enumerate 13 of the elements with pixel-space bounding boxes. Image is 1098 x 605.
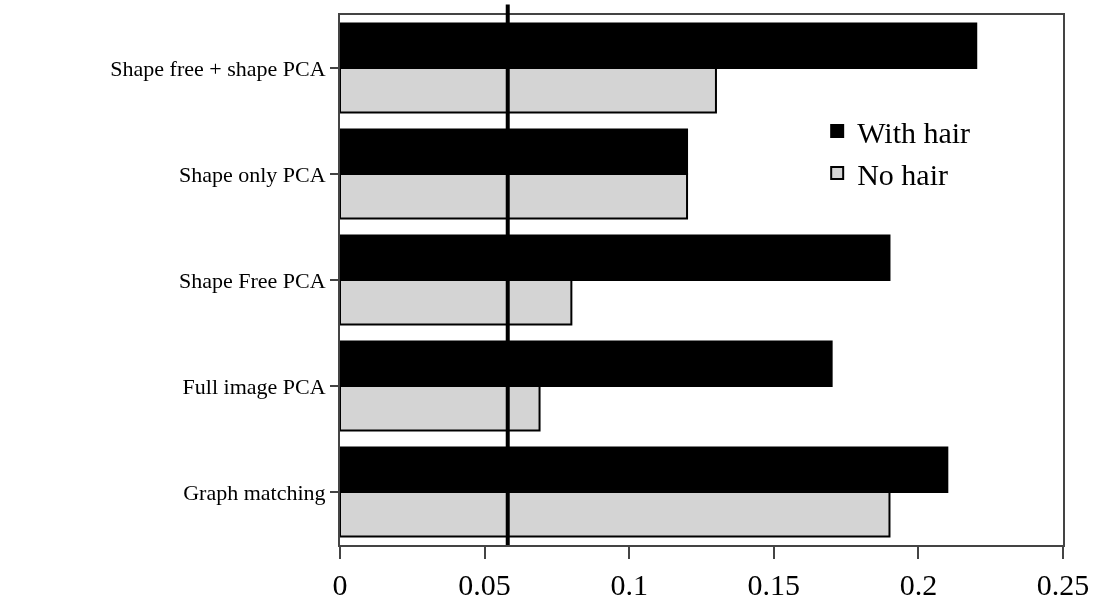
y-tick-label: Shape free + shape PCA	[110, 55, 326, 81]
y-tick-label: Graph matching	[183, 479, 326, 505]
x-tick-label: 0.1	[610, 568, 648, 601]
x-tick-label: 0.15	[747, 568, 801, 601]
x-tick-label: 0.05	[458, 568, 511, 601]
legend-label: No hair	[857, 157, 948, 191]
x-tick-label: 0.25	[1036, 568, 1090, 601]
y-tick-label: Shape only PCA	[178, 161, 326, 187]
y-tick-label: Shape Free PCA	[178, 267, 326, 293]
x-tick-label: 0	[332, 568, 348, 601]
x-tick-label: 0.2	[899, 568, 938, 601]
y-tick-label: Full image PCA	[182, 373, 326, 399]
legend-label: With hair	[857, 115, 971, 149]
